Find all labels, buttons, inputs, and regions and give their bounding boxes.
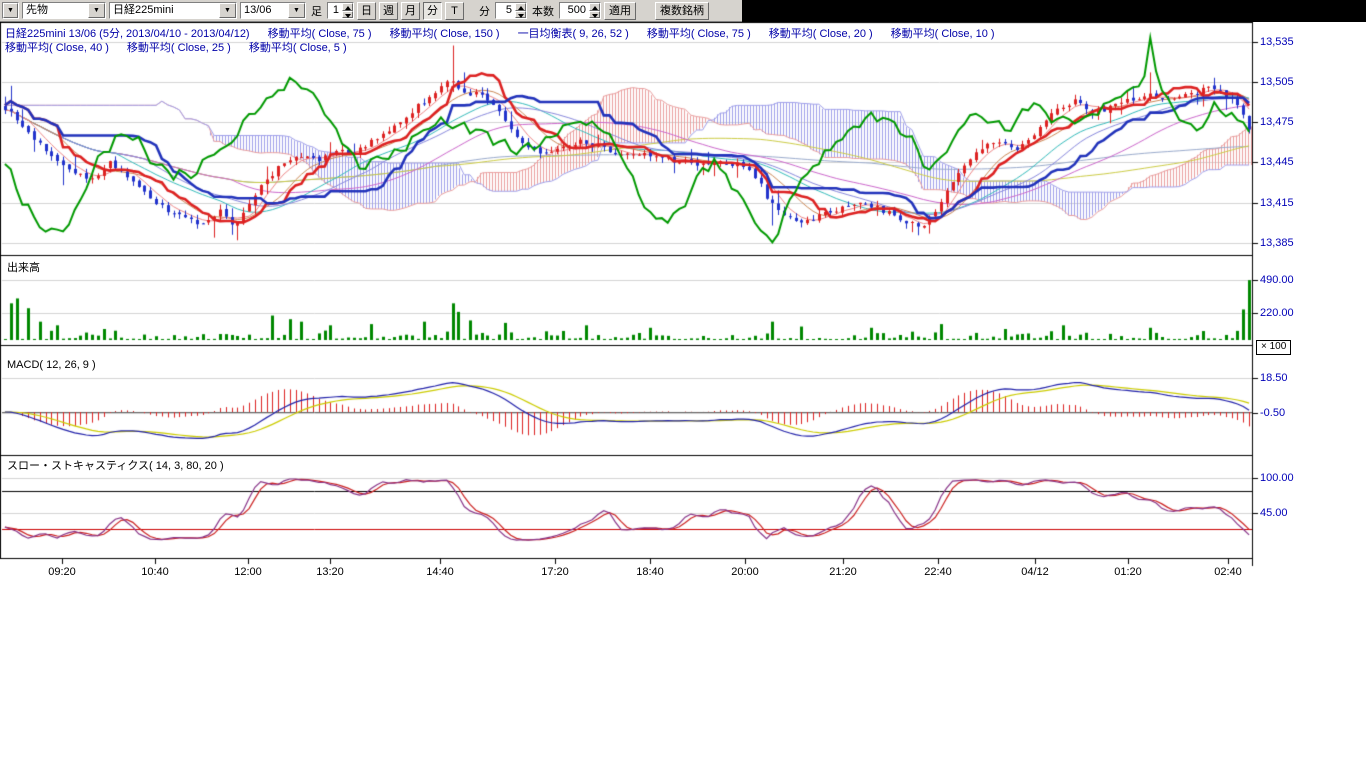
bar-count-value: 1: [328, 3, 342, 18]
period-day-button[interactable]: 日: [357, 2, 376, 20]
chevron-down-icon: ▼: [288, 3, 305, 18]
chevron-down-icon: ▼: [3, 3, 18, 18]
legend-row-2: 移動平均( Close, 40 ) 移動平均( Close, 25 ) 移動平均…: [5, 39, 347, 55]
macd-panel-title: MACD( 12, 26, 9 ): [7, 359, 96, 371]
period-tick-button[interactable]: T: [445, 2, 464, 20]
multi-symbol-button[interactable]: 複数銘柄: [655, 2, 709, 20]
volume-panel-title: 出来高: [7, 259, 40, 275]
chart-application: ▼ 先物 ▼ 日経225mini ▼ 13/06 ▼ 足 1 日 週 月 分 T…: [0, 0, 1366, 768]
stoch-panel-title: スロー・ストキャスティクス( 14, 3, 80, 20 ): [7, 457, 224, 473]
period-week-button[interactable]: 週: [379, 2, 398, 20]
legend-ma10: 移動平均( Close, 10 ): [891, 25, 995, 41]
bar-count-stepper[interactable]: 1: [327, 2, 354, 19]
instrument-type-dropdown[interactable]: 先物 ▼: [22, 2, 106, 19]
chevron-down-icon: ▼: [88, 3, 105, 18]
bars-count-stepper[interactable]: 500: [559, 2, 601, 19]
toolbar-filler: [742, 0, 1366, 22]
bars-count-label: 本数: [530, 3, 556, 19]
legend-ma20: 移動平均( Close, 20 ): [769, 25, 873, 41]
legend-ma75b: 移動平均( Close, 75 ): [647, 25, 751, 41]
chevron-down-icon: ▼: [219, 3, 236, 18]
spinner-arrows-icon: [342, 3, 353, 18]
legend-ma150: 移動平均( Close, 150 ): [390, 25, 500, 41]
legend-ma25: 移動平均( Close, 25 ): [127, 39, 231, 55]
spinner-arrows-icon: [589, 3, 600, 18]
minute-value: 5: [496, 3, 515, 18]
price-chart-canvas[interactable]: [0, 22, 1320, 568]
instrument-type-value: 先物: [23, 3, 88, 18]
legend-ichimoku: 一目均衡表( 9, 26, 52 ): [518, 25, 629, 41]
bar-type-label: 足: [309, 3, 324, 19]
minute-unit-label: 分: [477, 3, 492, 19]
volume-multiplier-badge: × 100: [1256, 340, 1291, 355]
legend-ma40: 移動平均( Close, 40 ): [5, 39, 109, 55]
collapsed-dropdown[interactable]: ▼: [2, 2, 19, 19]
apply-button[interactable]: 適用: [604, 2, 636, 20]
instrument-dropdown[interactable]: 日経225mini ▼: [109, 2, 237, 19]
legend-ma5: 移動平均( Close, 5 ): [249, 39, 347, 55]
instrument-value: 日経225mini: [110, 3, 219, 18]
bars-count-value: 500: [560, 3, 589, 18]
spinner-arrows-icon: [515, 3, 526, 18]
minute-stepper[interactable]: 5: [495, 2, 527, 19]
toolbar: ▼ 先物 ▼ 日経225mini ▼ 13/06 ▼ 足 1 日 週 月 分 T…: [0, 0, 742, 22]
period-month-button[interactable]: 月: [401, 2, 420, 20]
period-minute-button[interactable]: 分: [423, 2, 442, 20]
contract-month-dropdown[interactable]: 13/06 ▼: [240, 2, 306, 19]
contract-month-value: 13/06: [241, 3, 288, 18]
